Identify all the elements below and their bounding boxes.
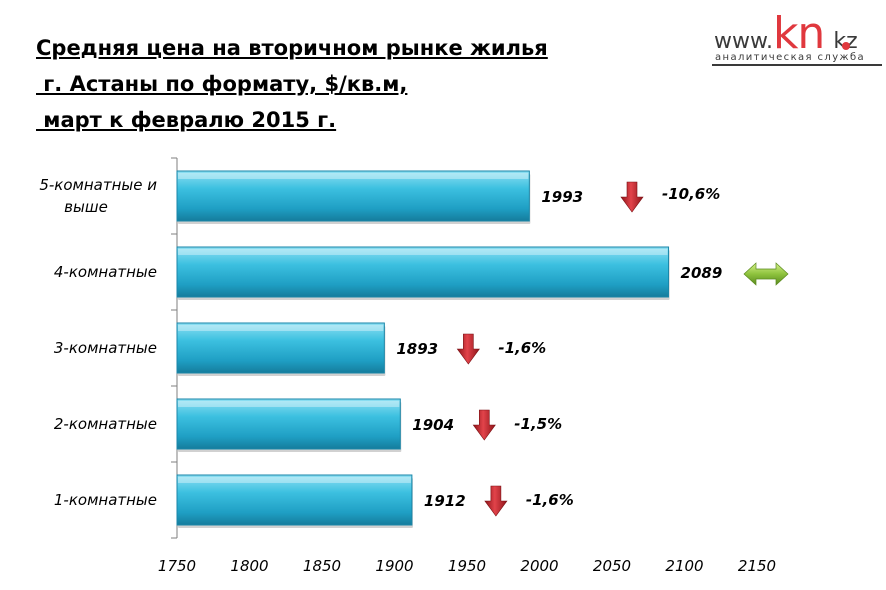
bars [176,170,670,528]
category-label: 5-комнатные и [39,176,157,194]
category-label: выше [64,198,108,216]
bar-highlight [178,401,400,407]
kn-logo: www.knkz аналитическая служба [712,6,882,68]
value-label: 1912 [424,492,466,510]
change-label: -1,6% [498,339,546,357]
down-arrow-shape [472,409,496,441]
x-tick-label: 1850 [303,557,341,575]
bar [176,398,401,450]
x-tick-label: 2100 [665,557,703,575]
down-arrow-icon [484,485,508,517]
down-arrow-shape [484,485,508,517]
change-label: -10,6% [662,185,720,203]
down-arrow-shape [620,181,644,213]
bar [176,170,530,222]
down-arrow-icon [620,181,644,213]
logo-www: www. [714,29,773,54]
change-label: -1,6% [526,491,574,509]
bar [176,246,670,298]
down-arrow-shape [456,333,480,365]
category-label: 4-комнатные [54,263,157,281]
chart-title: Средняя цена на вторичном рынке жилья г.… [36,30,596,138]
x-tick-label: 2000 [520,557,558,575]
axes [171,157,178,539]
value-label: 1904 [412,416,454,434]
value-label: 1993 [541,188,583,206]
x-tick-label: 2150 [738,557,776,575]
value-label: 2089 [681,264,723,282]
logo-kn: kn [772,8,825,59]
logo-wordmark: www.knkz [714,12,858,56]
left-right-arrow-shape [743,262,789,286]
category-label: 1-комнатные [54,491,157,509]
x-tick-label: 1800 [230,557,268,575]
down-arrow-icon [456,333,480,365]
bar [176,322,385,374]
category-label: 2-комнатные [54,415,157,433]
x-tick-label: 1900 [375,557,413,575]
bar-highlight [178,477,411,483]
value-label: 1893 [396,340,438,358]
bar-highlight [178,173,529,179]
logo-subtitle: аналитическая служба [715,52,866,63]
change-label: -1,5% [514,415,562,433]
x-tick-label: 1950 [448,557,486,575]
x-tick-label: 1750 [158,557,196,575]
logo-dot-icon [842,42,850,50]
bar-highlight [178,325,384,331]
bar-highlight [178,249,668,255]
chart-title-line-1: Средняя цена на вторичном рынке жилья [36,36,548,60]
chart-title-line-3: март к февралю 2015 г. [36,108,337,132]
labels: 1750 1800 1850 1900 1950 2000 2050 2100 2150 5-ко… [39,176,789,575]
left-right-arrow-icon [743,262,789,286]
x-tick-label: 2050 [593,557,631,575]
down-arrow-icon [472,409,496,441]
logo-underline [712,64,882,66]
category-label: 3-комнатные [54,339,157,357]
chart-title-line-2: г. Астаны по формату, $/кв.м, [36,72,408,96]
bar [176,474,413,526]
